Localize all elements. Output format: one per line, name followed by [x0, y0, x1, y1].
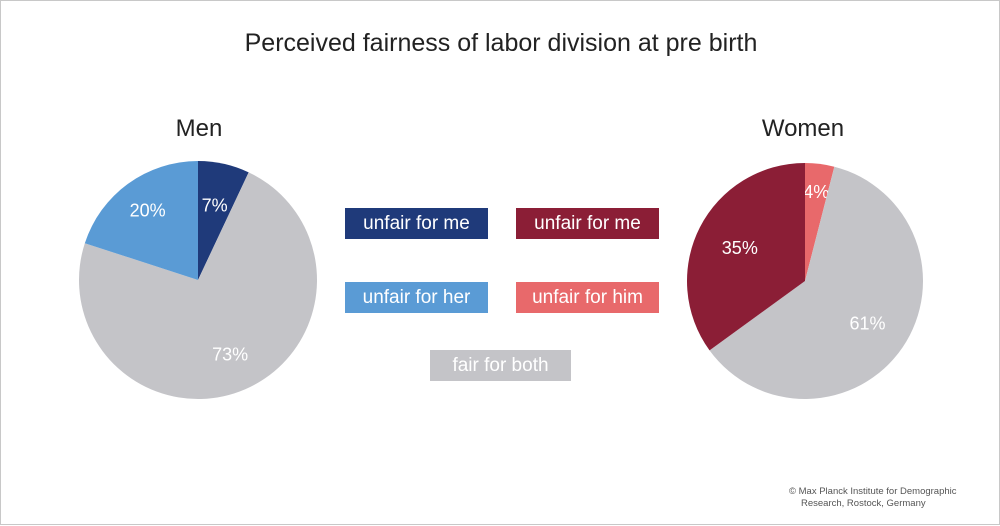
women-slice-unfair-for-me — [687, 163, 805, 351]
men-slice-fair-for-both — [79, 172, 318, 399]
men-slice-unfair-for-me — [198, 161, 249, 280]
women-slice-unfair-for-him — [805, 163, 835, 281]
copyright-notice: © Max Planck Institute for Demographic R… — [789, 486, 989, 510]
chart-title: Perceived fairness of labor division at … — [244, 29, 758, 57]
women-slice-fair-for-both — [709, 166, 924, 399]
legend-unfair-for-her: unfair for her — [345, 282, 488, 313]
pie-title-women: Women — [761, 115, 845, 142]
women-slice-label-unfair-for-him: 4% — [803, 182, 829, 202]
men-slice-unfair-for-her — [84, 161, 198, 280]
legend-fair-for-both: fair for both — [430, 350, 571, 381]
men-slice-label-unfair-for-me: 7% — [202, 196, 228, 216]
copyright-line-2: Research, Rostock, Germany — [801, 498, 926, 509]
copyright-line-1: © Max Planck Institute for Demographic — [789, 486, 957, 497]
men-slice-label-unfair-for-her: 20% — [130, 201, 166, 221]
women-slice-label-fair-for-both: 61% — [849, 313, 885, 333]
legend-men-unfair-for-me: unfair for me — [345, 208, 488, 239]
women-slice-label-unfair-for-me: 35% — [722, 238, 758, 258]
pie-title-men: Men — [175, 115, 223, 142]
legend-unfair-for-him: unfair for him — [516, 282, 659, 313]
legend-women-unfair-for-me: unfair for me — [516, 208, 659, 239]
men-slice-label-fair-for-both: 73% — [212, 344, 248, 364]
